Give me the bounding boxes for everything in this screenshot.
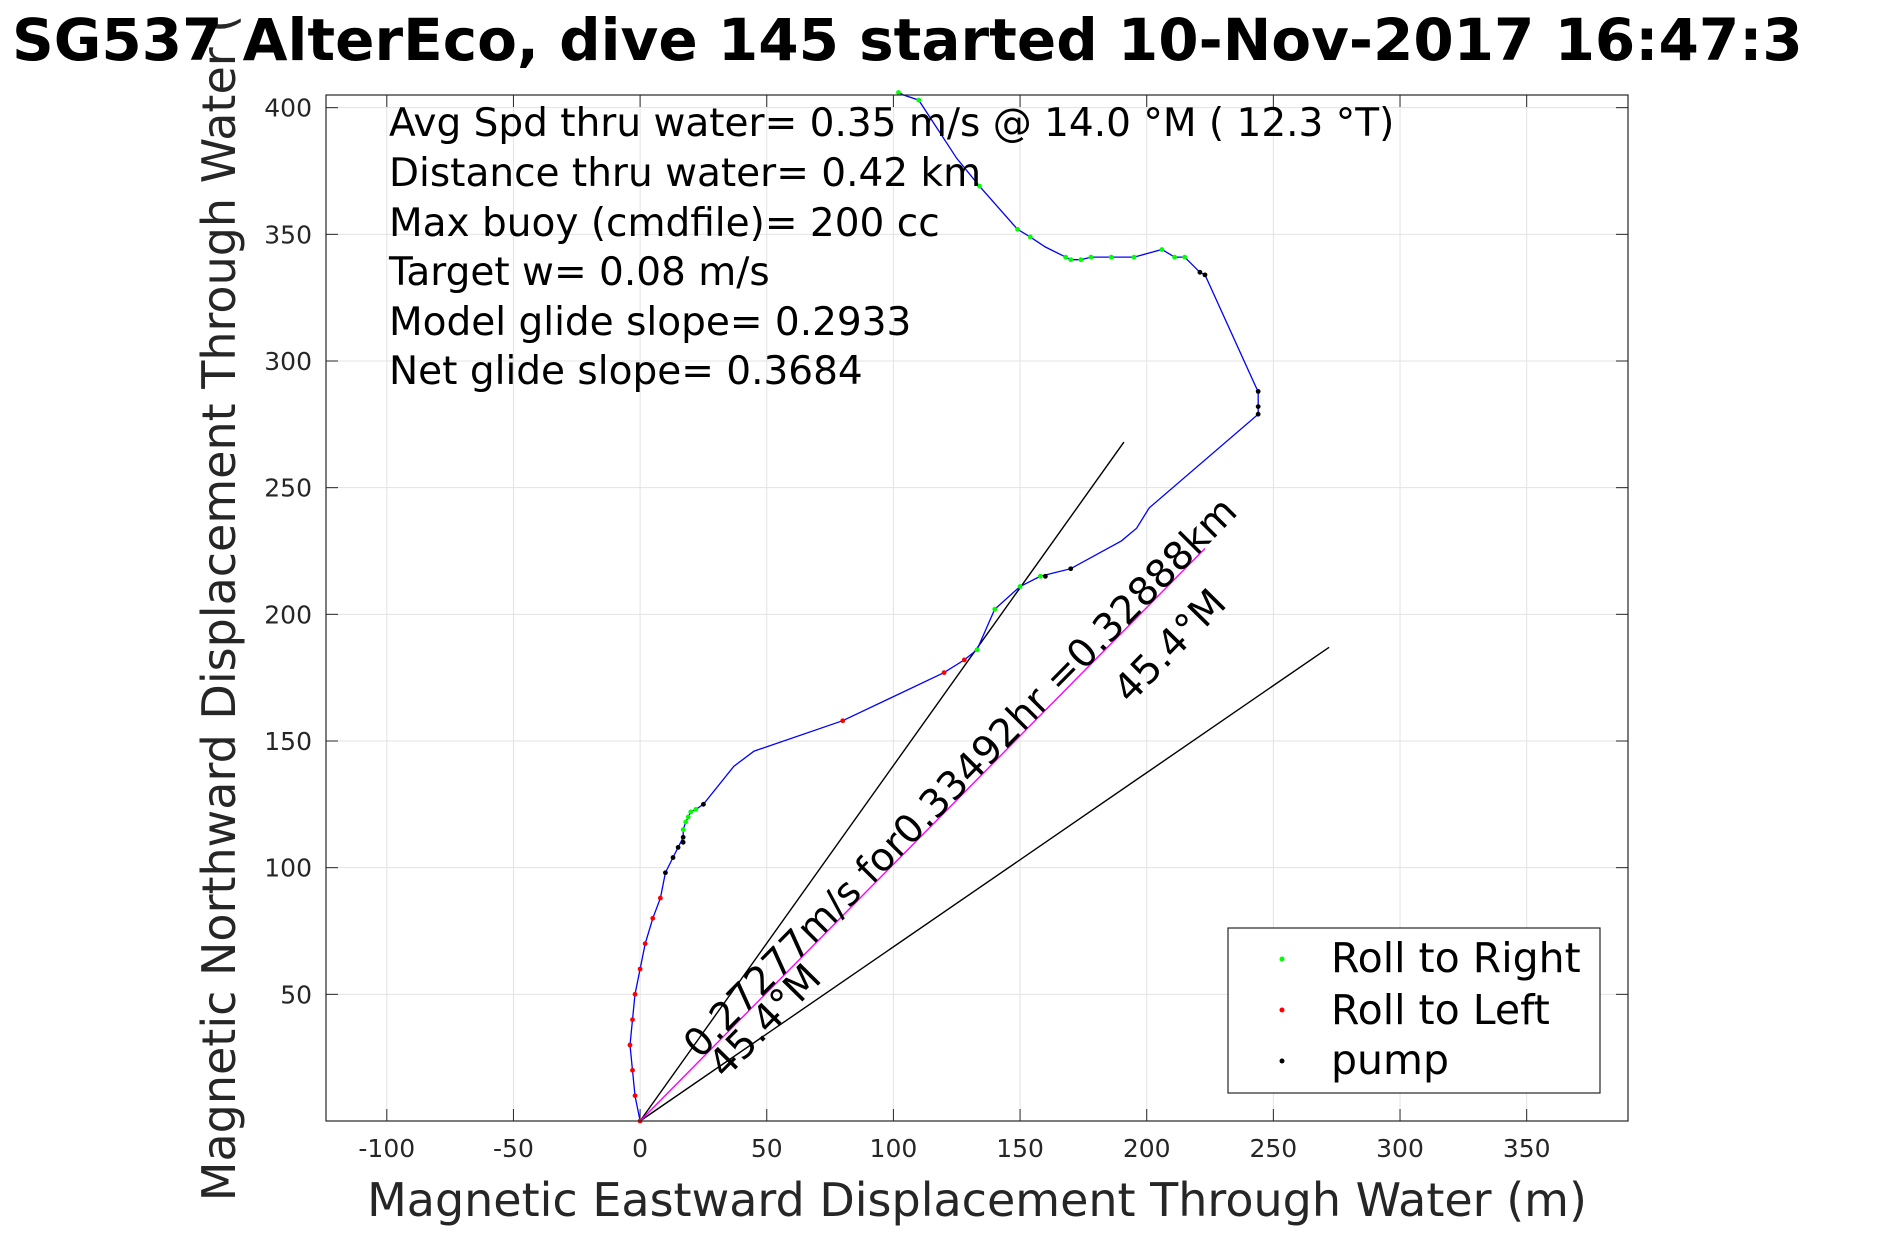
marker-pump <box>1042 573 1048 579</box>
ticks: -100 -50 0 50 100 150 200 250 300 350 50 100 150 200 2… <box>264 94 1628 1163</box>
info-text-block: Avg Spd thru water= 0.35 m/s @ 14.0 °M (… <box>388 101 1394 394</box>
marker-roll-to-right <box>977 183 982 189</box>
net-displacement-line <box>639 547 1206 1122</box>
chart-title: SG537 AlterEco, dive 145 started 10-Nov-… <box>12 6 1803 74</box>
x-tick-label: 0 <box>632 1134 648 1163</box>
marker-roll-to-left <box>961 657 967 663</box>
y-axis-label: Magnetic Northward Displacement Through … <box>192 15 246 1201</box>
legend-box <box>1227 927 1601 1094</box>
y-tick-label: 200 <box>264 600 312 629</box>
info-model-glide: Model glide slope= 0.2933 <box>389 300 911 345</box>
marker-roll-to-right <box>1015 226 1020 232</box>
x-tick-label: 200 <box>1123 1134 1171 1163</box>
marker-roll-to-right <box>688 809 694 815</box>
marker-roll-to-left <box>637 966 643 972</box>
marker-roll-to-left <box>630 1067 635 1073</box>
marker-roll-to-left <box>840 718 846 724</box>
marker-pump <box>1255 411 1261 417</box>
plot-frame <box>325 94 1629 1122</box>
heading-line <box>639 441 1125 1122</box>
marker-pump <box>663 870 668 876</box>
marker-roll-to-left <box>632 991 638 997</box>
marker-roll-to-right <box>1172 254 1177 260</box>
marker-pump <box>680 834 686 840</box>
marker-pump <box>675 845 681 850</box>
legend-label-roll-right: Roll to Right <box>1331 934 1581 982</box>
legend-marker-roll-left <box>1279 1007 1285 1013</box>
x-tick-label: 100 <box>870 1134 918 1163</box>
info-max-buoy: Max buoy (cmdfile)= 200 cc <box>389 201 940 246</box>
marker-pump <box>680 839 686 845</box>
marker-roll-to-right <box>1037 573 1043 579</box>
data-markers <box>627 90 1261 1124</box>
marker-roll-to-left <box>650 915 656 921</box>
marker-roll-to-right <box>896 90 901 95</box>
marker-pump <box>670 855 676 860</box>
y-tick-label: 100 <box>264 854 312 883</box>
marker-roll-to-right <box>1063 254 1069 260</box>
x-tick-label: 150 <box>996 1134 1044 1163</box>
y-tick-label: 400 <box>264 94 312 123</box>
y-tick-label: 250 <box>264 474 312 503</box>
marker-pump <box>1255 389 1261 394</box>
marker-roll-to-right <box>1088 254 1094 260</box>
info-avg-speed: Avg Spd thru water= 0.35 m/s @ 14.0 °M (… <box>389 101 1394 146</box>
marker-roll-to-right <box>1078 257 1084 263</box>
marker-roll-to-right <box>693 807 699 812</box>
marker-pump <box>1197 269 1203 275</box>
legend: Roll to Right Roll to Left pump <box>1227 927 1601 1094</box>
marker-roll-to-right <box>1182 254 1188 260</box>
marker-roll-to-right <box>992 606 998 612</box>
legend-label-pump: pump <box>1331 1036 1449 1084</box>
marker-roll-to-right <box>1068 257 1074 263</box>
legend-label-roll-left: Roll to Left <box>1331 986 1550 1034</box>
x-axis-label: Magnetic Eastward Displacement Through W… <box>367 1173 1587 1227</box>
heading-line <box>639 646 1330 1122</box>
x-tick-label: -100 <box>358 1134 415 1163</box>
marker-roll-to-right <box>685 814 691 820</box>
y-tick-label: 350 <box>264 220 312 249</box>
legend-marker-roll-right <box>1279 956 1285 962</box>
marker-roll-to-left <box>657 895 663 901</box>
marker-roll-to-right <box>1017 584 1023 589</box>
y-tick-label: 50 <box>280 980 312 1009</box>
x-tick-label: -50 <box>493 1134 534 1163</box>
x-tick-label: 350 <box>1503 1134 1551 1163</box>
data-lines <box>629 91 1330 1122</box>
marker-roll-to-right <box>1108 254 1114 260</box>
marker-roll-to-right <box>1027 234 1033 240</box>
marker-pump <box>1255 404 1261 409</box>
legend-marker-pump <box>1279 1058 1285 1064</box>
marker-roll-to-left <box>630 1017 635 1023</box>
x-tick-label: 300 <box>1376 1134 1424 1163</box>
marker-roll-to-right <box>683 819 689 825</box>
marker-roll-to-right <box>1159 247 1165 252</box>
marker-roll-to-right <box>916 97 922 103</box>
marker-roll-to-left <box>627 1042 633 1048</box>
marker-roll-to-left <box>642 941 648 947</box>
x-tick-label: 250 <box>1250 1134 1298 1163</box>
marker-roll-to-right <box>974 647 980 653</box>
marker-pump <box>1068 566 1074 572</box>
marker-roll-to-left <box>632 1093 638 1099</box>
y-tick-label: 150 <box>264 727 312 756</box>
info-target-w: Target w= 0.08 m/s <box>388 250 770 295</box>
x-tick-label: 50 <box>751 1134 783 1163</box>
marker-pump <box>1202 272 1208 278</box>
y-tick-label: 300 <box>264 347 312 376</box>
marker-roll-to-right <box>1131 254 1137 260</box>
info-distance: Distance thru water= 0.42 km <box>389 151 981 196</box>
info-net-glide: Net glide slope= 0.3684 <box>389 349 863 394</box>
marker-roll-to-right <box>680 827 686 833</box>
marker-roll-to-left <box>941 670 947 675</box>
marker-pump <box>701 801 706 807</box>
